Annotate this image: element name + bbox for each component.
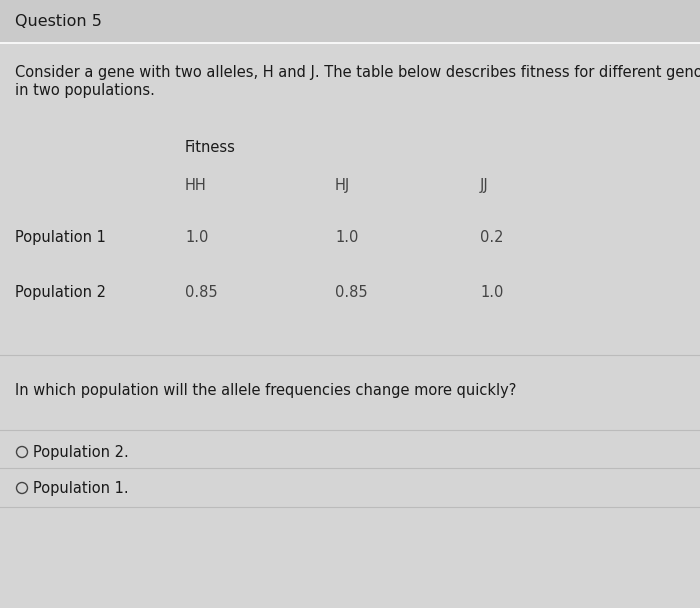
Text: HH: HH xyxy=(185,178,206,193)
Text: 1.0: 1.0 xyxy=(335,230,358,245)
Text: Question 5: Question 5 xyxy=(15,15,102,30)
Text: In which population will the allele frequencies change more quickly?: In which population will the allele freq… xyxy=(15,383,517,398)
Text: 1.0: 1.0 xyxy=(185,230,209,245)
FancyBboxPatch shape xyxy=(0,0,700,43)
Text: in two populations.: in two populations. xyxy=(15,83,155,98)
Text: HJ: HJ xyxy=(335,178,350,193)
Text: Population 1: Population 1 xyxy=(15,230,106,245)
Text: 0.85: 0.85 xyxy=(335,285,368,300)
Text: Population 2.: Population 2. xyxy=(33,445,129,460)
Text: Consider a gene with two alleles, H and J. The table below describes fitness for: Consider a gene with two alleles, H and … xyxy=(15,65,700,80)
Text: Population 2: Population 2 xyxy=(15,285,106,300)
Text: 1.0: 1.0 xyxy=(480,285,503,300)
Text: 0.85: 0.85 xyxy=(185,285,218,300)
Text: JJ: JJ xyxy=(480,178,489,193)
Text: Population 1.: Population 1. xyxy=(33,481,129,496)
Text: Fitness: Fitness xyxy=(185,140,236,155)
Text: 0.2: 0.2 xyxy=(480,230,503,245)
